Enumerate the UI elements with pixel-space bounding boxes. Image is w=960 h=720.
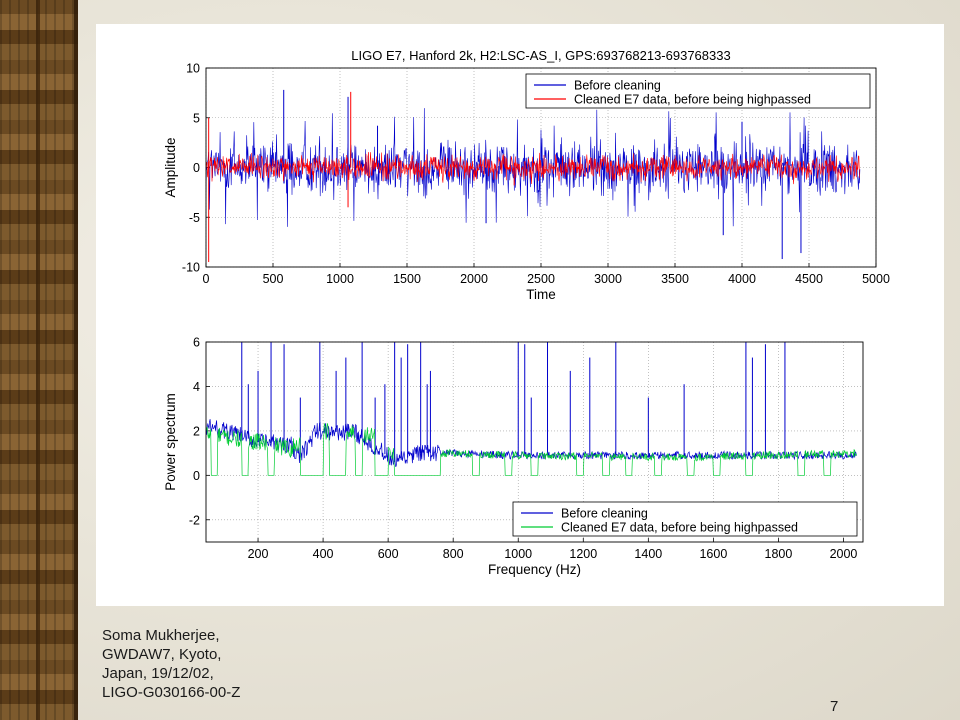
- figure-panel: 0 500 1000 1500 2000 2500 3000 3500 4000 4500 5000…: [96, 24, 944, 606]
- x-tick-label: 1600: [699, 547, 727, 561]
- x-tick-label: 1200: [569, 547, 597, 561]
- power-spectrum-chart: 200 400 600 800 1000 1200 1400 1600 1800 2000 -2 0 2…: [163, 336, 864, 577]
- y-tick-label: -5: [189, 211, 200, 225]
- time-series-chart: 0 500 1000 1500 2000 2500 3000 3500 4000 4500 5000…: [163, 48, 890, 302]
- legend-entry: Cleaned E7 data, before being highpassed: [561, 521, 798, 535]
- plot-border: [205, 341, 864, 543]
- x-tick-label: 1000: [504, 547, 532, 561]
- footer-credit: Soma Mukherjee, GWDAW7, Kyoto, Japan, 19…: [102, 626, 402, 702]
- x-tick-label: 1800: [765, 547, 793, 561]
- series-line: [206, 151, 861, 185]
- x-tick-labels: 0 500 1000 1500 2000 2500 3000 3500 4000 4500 5000: [203, 272, 890, 286]
- y-tick-label: -2: [189, 513, 200, 527]
- page-number: 7: [830, 698, 839, 715]
- y-tick-label: 2: [193, 424, 200, 438]
- x-tick-label: 4500: [795, 272, 823, 286]
- x-tick-label: 5000: [862, 272, 890, 286]
- series-line: [206, 419, 857, 468]
- x-tick-label: 400: [313, 547, 334, 561]
- x-tick-label: 2000: [830, 547, 858, 561]
- x-tick-label: 2000: [460, 272, 488, 286]
- y-axis-label: Power spectrum: [163, 393, 178, 491]
- x-tick-labels: 200 400 600 800 1000 1200 1400 1600 1800 2000: [248, 547, 858, 561]
- x-tick-label: 1500: [393, 272, 421, 286]
- wood-grain-border: [0, 0, 78, 720]
- x-tick-label: 1400: [634, 547, 662, 561]
- x-tick-label: 0: [203, 272, 210, 286]
- footer-line-docid: LIGO-G030166-00-Z: [102, 684, 241, 701]
- footer-line-date: Japan, 19/12/02,: [102, 665, 214, 682]
- x-axis-label: Frequency (Hz): [488, 562, 581, 577]
- x-tick-label: 3500: [661, 272, 689, 286]
- x-tick-label: 800: [443, 547, 464, 561]
- y-tick-labels: -10 -5 0 5 10: [182, 62, 200, 275]
- y-tick-label: 5: [193, 111, 200, 125]
- legend-entry: Before cleaning: [561, 507, 648, 521]
- x-tick-label: 500: [263, 272, 284, 286]
- series-layer: [206, 89, 861, 263]
- x-axis-label: Time: [526, 287, 556, 302]
- y-tick-label: 6: [193, 336, 200, 350]
- x-tick-label: 4000: [728, 272, 756, 286]
- y-axis-label: Amplitude: [163, 137, 178, 197]
- plot-border: [205, 67, 877, 268]
- x-tick-label: 1000: [326, 272, 354, 286]
- series-line: [206, 423, 857, 476]
- y-tick-label: 10: [186, 62, 200, 76]
- x-tick-label: 2500: [527, 272, 555, 286]
- y-tick-label: 4: [193, 380, 200, 394]
- footer-line-author: Soma Mukherjee,: [102, 627, 220, 644]
- charts-svg: 0 500 1000 1500 2000 2500 3000 3500 4000 4500 5000…: [163, 48, 890, 577]
- y-tick-label: 0: [193, 161, 200, 175]
- series-layer: [206, 342, 857, 476]
- x-tick-label: 600: [378, 547, 399, 561]
- chart-title: LIGO E7, Hanford 2k, H2:LSC-AS_I, GPS:69…: [351, 48, 730, 63]
- x-tick-label: 3000: [594, 272, 622, 286]
- footer-line-venue: GWDAW7, Kyoto,: [102, 646, 222, 663]
- x-tick-label: 200: [248, 547, 269, 561]
- legend-entry: Cleaned E7 data, before being highpassed: [574, 93, 811, 107]
- y-tick-label: 0: [193, 469, 200, 483]
- legend-entry: Before cleaning: [574, 79, 661, 93]
- legend-box: [525, 73, 871, 109]
- legend-box: [512, 501, 858, 537]
- y-tick-label: -10: [182, 261, 200, 275]
- y-tick-labels: -2 0 2 4 6: [189, 336, 200, 528]
